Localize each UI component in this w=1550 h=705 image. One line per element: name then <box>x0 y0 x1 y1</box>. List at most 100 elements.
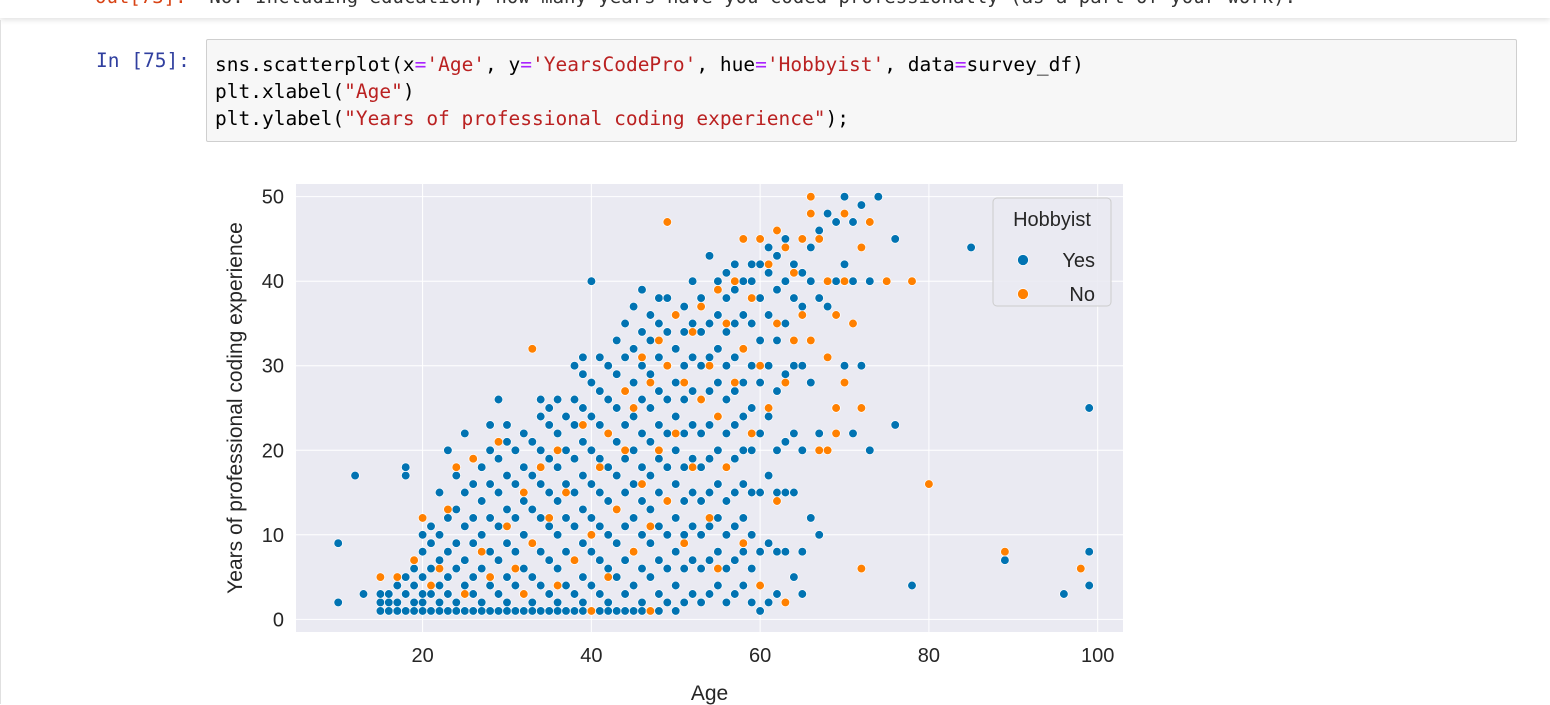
point-hobbyist-yes <box>637 606 647 616</box>
point-hobbyist-yes <box>468 538 478 548</box>
point-hobbyist-yes <box>578 572 588 582</box>
point-hobbyist-no <box>822 352 833 362</box>
notebook-cell[interactable]: In [75]: sns.scatterplot(x='Age', y='Yea… <box>0 20 1549 705</box>
point-hobbyist-yes <box>637 361 647 371</box>
point-hobbyist-yes <box>620 420 630 430</box>
point-hobbyist-yes <box>1084 403 1094 413</box>
point-hobbyist-yes <box>789 259 799 269</box>
previous-output-text: Out[73]: 'NO. Including education, how m… <box>95 0 1296 8</box>
point-hobbyist-no <box>1000 547 1010 557</box>
point-hobbyist-yes <box>637 327 647 337</box>
point-hobbyist-yes <box>620 555 630 565</box>
point-hobbyist-yes <box>755 547 765 557</box>
point-hobbyist-yes <box>772 589 782 599</box>
point-hobbyist-yes <box>713 377 723 388</box>
point-hobbyist-yes <box>772 487 782 498</box>
point-hobbyist-yes <box>443 547 453 557</box>
point-hobbyist-no <box>620 445 630 455</box>
point-hobbyist-no <box>586 530 597 540</box>
point-hobbyist-yes <box>620 521 630 531</box>
point-hobbyist-yes <box>662 293 672 303</box>
point-hobbyist-yes <box>654 293 664 303</box>
point-hobbyist-yes <box>671 580 681 591</box>
point-hobbyist-yes <box>637 462 647 472</box>
point-hobbyist-yes <box>848 217 858 227</box>
x-tick-label: 20 <box>411 645 433 667</box>
point-hobbyist-yes <box>519 563 529 574</box>
point-hobbyist-no <box>569 555 580 565</box>
point-hobbyist-yes <box>392 580 402 591</box>
point-hobbyist-yes <box>721 394 732 405</box>
point-hobbyist-yes <box>645 538 656 548</box>
point-hobbyist-yes <box>654 606 664 616</box>
point-hobbyist-no <box>645 606 656 616</box>
point-hobbyist-no <box>687 327 698 337</box>
point-hobbyist-yes <box>679 394 689 405</box>
point-hobbyist-yes <box>409 580 419 591</box>
point-hobbyist-yes <box>443 445 453 455</box>
point-hobbyist-yes <box>544 555 554 565</box>
point-hobbyist-yes <box>679 361 689 371</box>
point-hobbyist-yes <box>763 597 774 608</box>
point-hobbyist-yes <box>671 606 681 616</box>
point-hobbyist-yes <box>586 580 597 591</box>
point-hobbyist-yes <box>603 394 613 405</box>
point-hobbyist-yes <box>358 589 369 599</box>
point-hobbyist-yes <box>595 487 605 498</box>
point-hobbyist-yes <box>687 555 698 565</box>
point-hobbyist-yes <box>780 276 791 286</box>
point-hobbyist-yes <box>671 377 681 388</box>
code-text[interactable]: sns.scatterplot(x='Age', y='YearsCodePro… <box>207 40 1516 132</box>
point-hobbyist-yes <box>333 597 343 608</box>
point-hobbyist-yes <box>789 487 799 498</box>
point-hobbyist-yes <box>747 487 757 498</box>
point-hobbyist-yes <box>730 386 740 396</box>
point-hobbyist-yes <box>704 555 715 565</box>
point-hobbyist-yes <box>552 597 563 608</box>
y-tick-label: 0 <box>273 609 284 631</box>
point-hobbyist-yes <box>612 369 622 379</box>
point-hobbyist-yes <box>806 377 816 388</box>
point-hobbyist-yes <box>409 597 419 608</box>
input-prompt: In [75]: <box>96 49 190 72</box>
point-hobbyist-yes <box>443 513 453 523</box>
point-hobbyist-yes <box>628 606 639 616</box>
point-hobbyist-yes <box>789 428 799 439</box>
point-hobbyist-yes <box>544 420 554 430</box>
point-hobbyist-yes <box>417 606 428 616</box>
point-hobbyist-yes <box>460 555 470 565</box>
point-hobbyist-yes <box>527 606 537 616</box>
code-line: plt.ylabel("Years of professional coding… <box>215 107 849 130</box>
point-hobbyist-yes <box>747 445 757 455</box>
point-hobbyist-yes <box>510 580 521 591</box>
point-hobbyist-yes <box>662 530 672 540</box>
point-hobbyist-no <box>704 361 715 371</box>
point-hobbyist-yes <box>612 403 622 413</box>
point-hobbyist-no <box>612 504 622 515</box>
point-hobbyist-yes <box>527 504 537 515</box>
code-editor[interactable]: sns.scatterplot(x='Age', y='YearsCodePro… <box>206 39 1517 142</box>
point-hobbyist-yes <box>763 242 774 253</box>
point-hobbyist-yes <box>713 445 723 455</box>
point-hobbyist-no <box>671 428 681 439</box>
point-hobbyist-no <box>856 403 867 413</box>
point-hobbyist-no <box>704 513 715 523</box>
point-hobbyist-yes <box>569 420 580 430</box>
point-hobbyist-yes <box>814 293 824 303</box>
point-hobbyist-yes <box>839 192 850 202</box>
point-hobbyist-yes <box>485 580 495 591</box>
point-hobbyist-no <box>434 563 445 574</box>
point-hobbyist-yes <box>409 563 419 574</box>
point-hobbyist-yes <box>755 259 765 269</box>
point-hobbyist-yes <box>780 487 791 498</box>
point-hobbyist-yes <box>1084 580 1094 591</box>
point-hobbyist-no <box>417 513 428 523</box>
point-hobbyist-yes <box>814 428 824 439</box>
point-hobbyist-no <box>713 285 723 295</box>
point-hobbyist-no <box>536 462 546 472</box>
point-hobbyist-yes <box>384 589 394 599</box>
point-hobbyist-yes <box>510 547 521 557</box>
point-hobbyist-yes <box>755 377 765 388</box>
point-hobbyist-no <box>519 589 529 599</box>
point-hobbyist-yes <box>578 606 588 616</box>
